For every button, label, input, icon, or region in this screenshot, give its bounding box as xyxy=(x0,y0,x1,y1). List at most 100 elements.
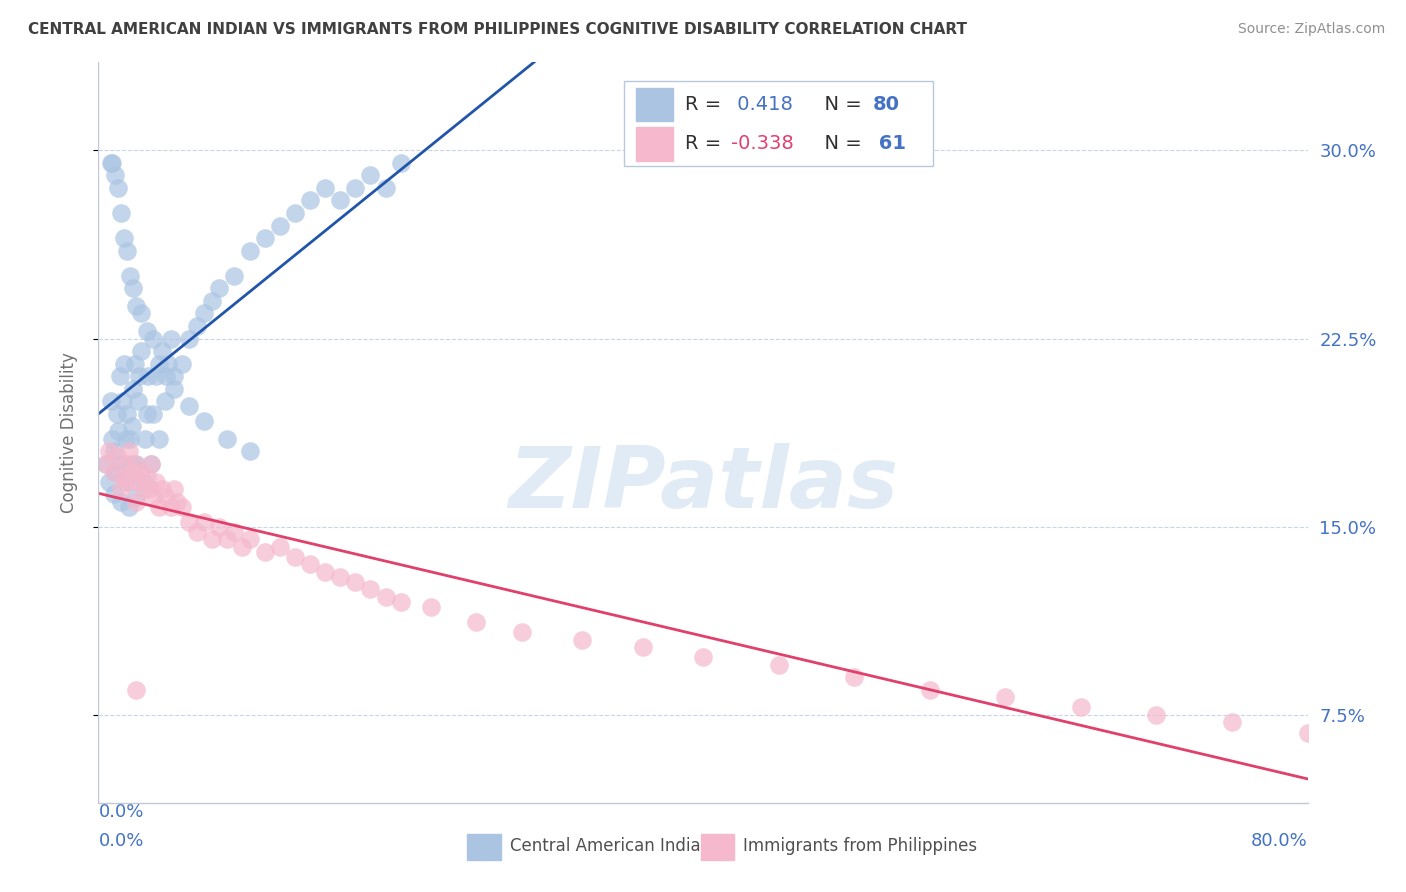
Point xyxy=(1220,715,1243,730)
Point xyxy=(1070,700,1092,714)
Point xyxy=(132,475,155,489)
Point xyxy=(284,549,307,564)
Point xyxy=(129,306,152,320)
Point xyxy=(329,194,352,208)
Point xyxy=(148,500,170,514)
Point xyxy=(103,465,125,479)
Point xyxy=(160,331,183,345)
Point xyxy=(105,450,128,464)
Point xyxy=(127,394,149,409)
Point xyxy=(269,540,291,554)
Point xyxy=(314,565,336,579)
Point xyxy=(128,369,150,384)
Point xyxy=(374,590,396,604)
Point xyxy=(115,244,138,258)
Point xyxy=(156,357,179,371)
Point xyxy=(239,533,262,547)
Point xyxy=(224,524,246,539)
Point xyxy=(120,432,142,446)
Point xyxy=(284,206,307,220)
Point xyxy=(201,293,224,308)
Point xyxy=(148,432,170,446)
Point xyxy=(692,650,714,665)
Point xyxy=(201,533,224,547)
Point xyxy=(136,369,159,384)
Bar xyxy=(467,834,501,860)
Point xyxy=(360,582,382,597)
Point xyxy=(163,369,186,384)
Point xyxy=(193,414,215,428)
Point xyxy=(125,494,148,508)
Point xyxy=(132,482,155,496)
FancyBboxPatch shape xyxy=(624,81,932,166)
Bar xyxy=(637,128,672,161)
Point xyxy=(631,640,654,655)
Text: 0.0%: 0.0% xyxy=(98,803,143,821)
Point xyxy=(215,533,238,547)
Text: CENTRAL AMERICAN INDIAN VS IMMIGRANTS FROM PHILIPPINES COGNITIVE DISABILITY CORR: CENTRAL AMERICAN INDIAN VS IMMIGRANTS FR… xyxy=(28,22,967,37)
Point xyxy=(141,457,163,471)
Point xyxy=(145,369,167,384)
Point xyxy=(125,490,148,504)
Point xyxy=(389,156,412,170)
Point xyxy=(145,475,167,489)
Point xyxy=(163,482,186,496)
Point xyxy=(170,500,193,514)
Point xyxy=(101,156,124,170)
Point xyxy=(104,465,127,479)
Point xyxy=(186,318,208,333)
Point xyxy=(139,482,162,496)
Point xyxy=(135,407,157,421)
Point xyxy=(114,457,136,471)
Point xyxy=(118,444,141,458)
Point xyxy=(420,600,443,615)
Point xyxy=(114,432,136,446)
Point xyxy=(179,331,201,345)
Point xyxy=(239,444,262,458)
Text: 0.0%: 0.0% xyxy=(98,832,143,850)
Point xyxy=(150,344,173,359)
Point xyxy=(314,181,336,195)
Point xyxy=(170,357,193,371)
Point xyxy=(115,475,138,489)
Point xyxy=(100,156,122,170)
Point xyxy=(231,540,253,554)
Point xyxy=(360,169,382,183)
Point xyxy=(118,500,141,514)
Point xyxy=(107,181,129,195)
Point xyxy=(844,670,866,684)
Point xyxy=(115,407,138,421)
Point xyxy=(110,494,132,508)
Point xyxy=(124,457,146,471)
Point xyxy=(111,394,134,409)
Point xyxy=(100,394,122,409)
Point xyxy=(108,369,131,384)
Point xyxy=(112,231,135,245)
Point xyxy=(160,500,183,514)
Point xyxy=(208,281,231,295)
Point xyxy=(155,490,177,504)
Point xyxy=(120,268,142,283)
Point xyxy=(129,344,152,359)
Point xyxy=(124,357,146,371)
Point xyxy=(510,625,533,640)
Point xyxy=(118,469,141,483)
Point xyxy=(153,394,176,409)
Point xyxy=(129,465,152,479)
Point xyxy=(1144,708,1167,723)
Point xyxy=(329,570,352,584)
Point xyxy=(135,469,157,483)
Point xyxy=(125,457,148,471)
Point xyxy=(239,244,262,258)
Point xyxy=(179,515,201,529)
Point xyxy=(253,545,276,559)
Text: Source: ZipAtlas.com: Source: ZipAtlas.com xyxy=(1237,22,1385,37)
Point xyxy=(105,407,128,421)
Y-axis label: Cognitive Disability: Cognitive Disability xyxy=(59,352,77,513)
Point xyxy=(122,382,145,396)
Point xyxy=(110,482,132,496)
Point xyxy=(571,632,593,647)
Point xyxy=(768,657,790,672)
Point xyxy=(94,457,117,471)
Point xyxy=(465,615,488,629)
